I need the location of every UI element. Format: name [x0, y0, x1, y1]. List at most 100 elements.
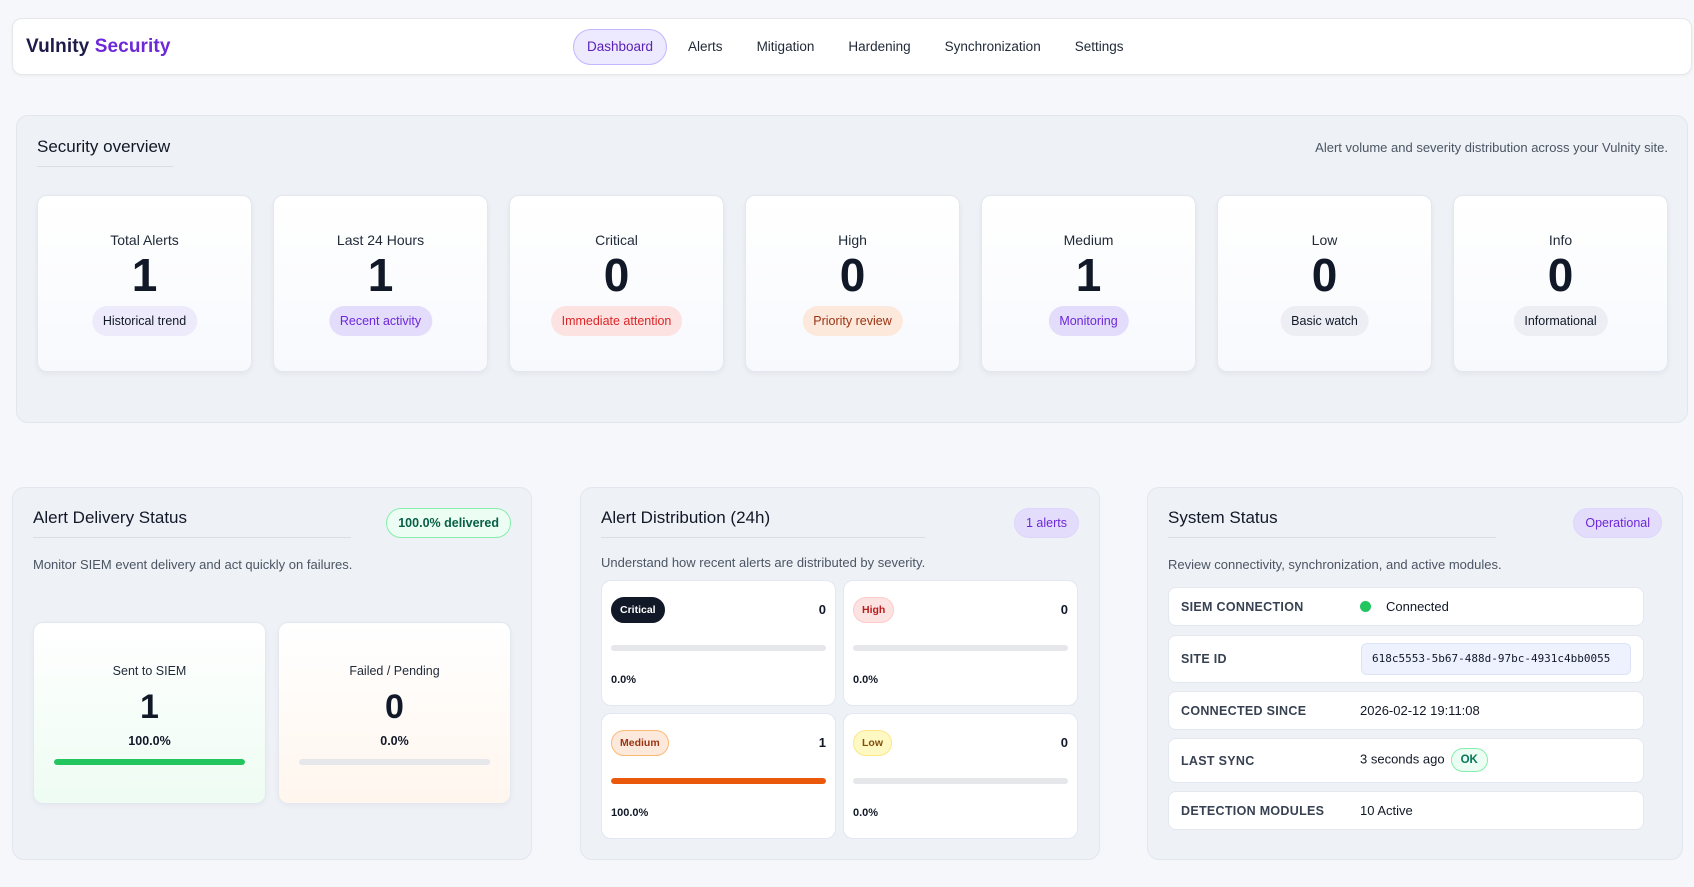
stat-pill: Monitoring [1048, 306, 1129, 336]
severity-percent: 0.0% [853, 674, 879, 686]
stat-value: 0 [603, 249, 630, 301]
progress-fill [54, 759, 245, 765]
nav-synchronization[interactable]: Synchronization [944, 39, 1041, 54]
panel-title: Alert Distribution (24h) [601, 508, 925, 538]
severity-bar-track [853, 645, 1068, 651]
panel-subtitle: Monitor SIEM event delivery and act quic… [33, 557, 353, 572]
stat-value: 1 [131, 249, 158, 301]
severity-percent: 0.0% [611, 674, 637, 686]
row-key: SITE ID [1181, 652, 1227, 666]
stat-pill: Informational [1513, 306, 1608, 336]
alerts-count-badge: 1 alerts [1014, 508, 1079, 538]
overview-title: Security overview [37, 137, 173, 167]
severity-card-high: High 0 0.0% [843, 580, 1078, 706]
nav-hardening[interactable]: Hardening [848, 39, 911, 54]
failed-pending-card: Failed / Pending 0 0.0% [278, 622, 511, 804]
row-value: 3 seconds ago OK [1360, 748, 1488, 772]
stat-card-medium: Medium 1 Monitoring [981, 195, 1196, 372]
panel-title: System Status [1168, 508, 1496, 538]
severity-card-critical: Critical 0 0.0% [601, 580, 836, 706]
stat-pill: Immediate attention [550, 306, 683, 336]
severity-count: 0 [1060, 735, 1068, 750]
severity-count: 1 [818, 735, 826, 750]
deliv-value: 1 [140, 688, 159, 726]
deliv-value: 0 [385, 688, 404, 726]
severity-chip: High [853, 597, 895, 623]
stat-label: Total Alerts [110, 232, 179, 248]
overview-subtitle: Alert volume and severity distribution a… [1315, 140, 1668, 155]
deliv-percent: 100.0% [128, 734, 171, 748]
stat-label: Low [1311, 232, 1338, 248]
stat-card-info: Info 0 Informational [1453, 195, 1668, 372]
site-id-value[interactable]: 618c5553-5b67-488d-97bc-4931c4bb0055 [1361, 643, 1631, 675]
delivered-badge: 100.0% delivered [386, 508, 511, 538]
severity-chip: Critical [611, 597, 665, 623]
severity-bar-track [611, 645, 826, 651]
stat-cards: Total Alerts 1 Historical trend Last 24 … [37, 195, 1668, 372]
sent-to-siem-card: Sent to SIEM 1 100.0% [33, 622, 266, 804]
stat-card-low: Low 0 Basic watch [1217, 195, 1432, 372]
operational-badge: Operational [1573, 508, 1662, 538]
stat-pill: Basic watch [1280, 306, 1369, 336]
row-value: 10 Active [1360, 803, 1413, 818]
detection-modules-row: DETECTION MODULES 10 Active [1168, 791, 1644, 830]
nav-settings[interactable]: Settings [1074, 39, 1124, 54]
stat-card-last-24-hours: Last 24 Hours 1 Recent activity [273, 195, 488, 372]
stat-value: 0 [1311, 249, 1338, 301]
siem-connection-row: SIEM CONNECTION Connected [1168, 587, 1644, 626]
nav-dashboard[interactable]: Dashboard [573, 29, 668, 65]
stat-label: Last 24 Hours [336, 232, 425, 248]
stat-pill: Historical trend [91, 306, 198, 336]
security-overview-section: Security overview Alert volume and sever… [16, 115, 1688, 423]
stat-card-high: High 0 Priority review [745, 195, 960, 372]
row-key: SIEM CONNECTION [1181, 600, 1304, 614]
deliv-percent: 0.0% [380, 734, 409, 748]
connected-since-row: CONNECTED SINCE 2026-02-12 19:11:08 [1168, 691, 1644, 730]
nav-alerts[interactable]: Alerts [688, 39, 723, 54]
severity-percent: 0.0% [853, 807, 879, 819]
progress-track [299, 759, 490, 765]
brand-name-part2: Security [94, 36, 171, 57]
stat-label: Info [1548, 232, 1573, 248]
stat-value: 0 [839, 249, 866, 301]
severity-chip: Low [853, 730, 892, 756]
panel-subtitle: Review connectivity, synchronization, an… [1168, 557, 1502, 572]
severity-count: 0 [1060, 602, 1068, 617]
main-nav: Dashboard Alerts Mitigation Hardening Sy… [573, 29, 1144, 65]
siem-status-text: Connected [1386, 599, 1449, 614]
last-sync-row: LAST SYNC 3 seconds ago OK [1168, 738, 1644, 783]
stat-value: 1 [1075, 249, 1102, 301]
severity-count: 0 [818, 602, 826, 617]
severity-bar-fill [611, 778, 826, 784]
stat-value: 0 [1547, 249, 1574, 301]
panel-title: Alert Delivery Status [33, 508, 351, 538]
row-key: LAST SYNC [1181, 754, 1255, 768]
stat-label: Medium [1063, 232, 1114, 248]
alert-delivery-panel: Alert Delivery Status 100.0% delivered M… [12, 487, 532, 860]
deliv-label: Failed / Pending [349, 664, 440, 678]
stat-label: Critical [595, 232, 638, 248]
sync-ok-badge: OK [1450, 748, 1488, 772]
severity-chip: Medium [611, 730, 669, 756]
severity-card-low: Low 0 0.0% [843, 713, 1078, 839]
panel-subtitle: Understand how recent alerts are distrib… [601, 555, 926, 570]
top-navbar: Vulnity Security Dashboard Alerts Mitiga… [12, 18, 1692, 75]
alert-distribution-panel: Alert Distribution (24h) 1 alerts Unders… [580, 487, 1100, 860]
system-status-panel: System Status Operational Review connect… [1147, 487, 1683, 860]
row-key: DETECTION MODULES [1181, 804, 1325, 818]
severity-percent: 100.0% [611, 807, 649, 819]
severity-bar-track [853, 778, 1068, 784]
brand-logo[interactable]: Vulnity Security [26, 36, 171, 58]
deliv-label: Sent to SIEM [112, 664, 187, 678]
stat-pill: Recent activity [328, 306, 433, 336]
site-id-row: SITE ID 618c5553-5b67-488d-97bc-4931c4bb… [1168, 635, 1644, 683]
row-key: CONNECTED SINCE [1181, 704, 1307, 718]
severity-bar-track [611, 778, 826, 784]
stat-card-critical: Critical 0 Immediate attention [509, 195, 724, 372]
severity-card-medium: Medium 1 100.0% [601, 713, 836, 839]
progress-track [54, 759, 245, 765]
row-value: Connected [1360, 599, 1449, 614]
stat-card-total-alerts: Total Alerts 1 Historical trend [37, 195, 252, 372]
row-value: 2026-02-12 19:11:08 [1360, 703, 1480, 718]
nav-mitigation[interactable]: Mitigation [756, 39, 815, 54]
